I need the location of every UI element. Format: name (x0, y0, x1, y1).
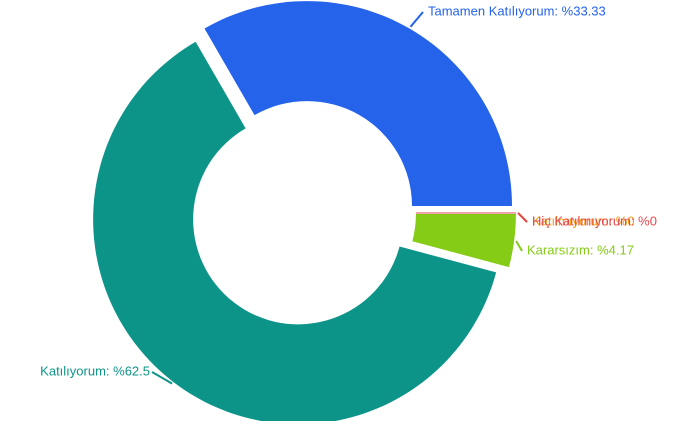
leader-line (515, 240, 523, 252)
leader-line (151, 371, 173, 385)
leader-line (517, 212, 528, 223)
slice-label: Tamamen Katılıyorum: %33.33 (428, 3, 606, 18)
slice (412, 214, 516, 268)
slice-label: Katılıyorum: %62.5 (40, 363, 150, 378)
leader-line (409, 11, 424, 28)
slice-label: Kararsızım: %4.17 (527, 242, 634, 257)
slice-label: Hiç Katılmıyorum: %0 (532, 213, 657, 228)
slice-label: Katılmıyorum: %0 (532, 213, 635, 228)
slice (93, 41, 497, 421)
slice (204, 1, 512, 207)
